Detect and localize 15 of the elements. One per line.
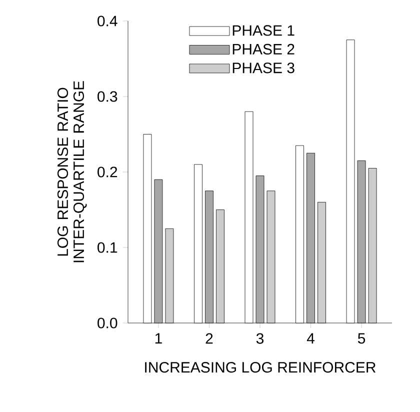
x-tick-label: 3: [256, 333, 264, 344]
y-tick-label: 0.4: [98, 16, 118, 26]
y-axis-title: LOG RESPONSE RATIO INTER-QUARTILE RANGE: [57, 81, 87, 262]
y-tick-label: 0.2: [98, 166, 118, 178]
x-tick-label: 5: [358, 333, 366, 344]
x-axis-title: INCREASING LOG REINFORCER: [145, 362, 376, 373]
x-tick-label: 2: [206, 333, 213, 344]
y-tick-label: 0.3: [98, 91, 118, 102]
legend-label: PHASE 1: [232, 25, 294, 36]
x-tick-label: 1: [155, 333, 162, 344]
legend-label: PHASE 3: [232, 62, 294, 74]
y-tick-label: 0.1: [98, 242, 118, 253]
legend-label: PHASE 2: [232, 44, 294, 55]
y-tick-label: 0.0: [98, 318, 118, 328]
x-tick-label: 4: [306, 333, 314, 344]
